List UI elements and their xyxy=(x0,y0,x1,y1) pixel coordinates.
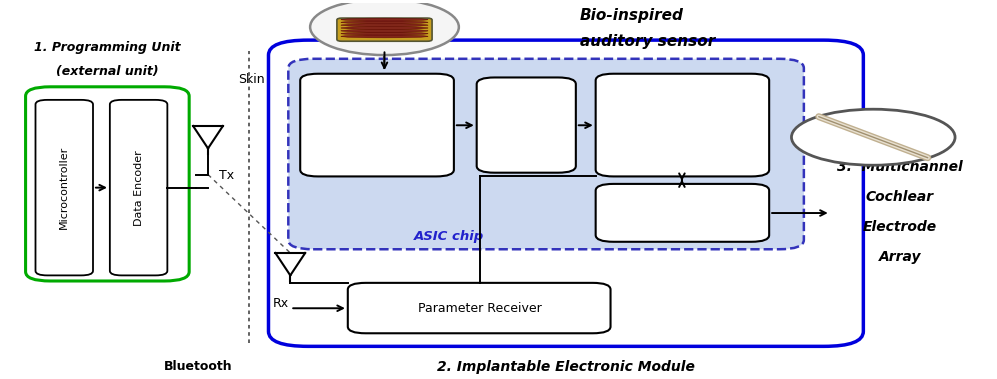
Ellipse shape xyxy=(341,27,428,30)
Ellipse shape xyxy=(792,109,955,165)
Text: Current
Stimulator: Current Stimulator xyxy=(649,199,715,227)
Ellipse shape xyxy=(341,35,428,38)
Text: 1. Programming Unit: 1. Programming Unit xyxy=(34,41,180,54)
Text: (external unit): (external unit) xyxy=(56,65,159,78)
Text: External
ADC: External ADC xyxy=(500,111,552,139)
Ellipse shape xyxy=(341,21,428,24)
Text: 3.  Multichannel: 3. Multichannel xyxy=(837,160,963,174)
Text: Skin: Skin xyxy=(237,73,264,86)
Text: Amplifier Array
Module: Amplifier Array Module xyxy=(331,111,425,139)
Text: Electrode: Electrode xyxy=(863,220,937,234)
FancyBboxPatch shape xyxy=(595,184,769,242)
Text: Bio-inspired: Bio-inspired xyxy=(580,8,684,23)
Ellipse shape xyxy=(341,29,428,32)
FancyBboxPatch shape xyxy=(288,59,804,249)
Text: Cochlear: Cochlear xyxy=(866,190,934,204)
Text: Digital  Signal
Controller: Digital Signal Controller xyxy=(638,111,726,139)
Text: Bluetooth: Bluetooth xyxy=(164,360,232,373)
Ellipse shape xyxy=(341,18,428,21)
FancyBboxPatch shape xyxy=(595,74,769,177)
FancyBboxPatch shape xyxy=(337,18,432,41)
Text: ASIC chip: ASIC chip xyxy=(414,230,485,243)
Text: auditory sensor: auditory sensor xyxy=(580,34,715,50)
FancyBboxPatch shape xyxy=(110,100,167,276)
Text: Tx: Tx xyxy=(219,169,234,182)
Ellipse shape xyxy=(341,24,428,27)
FancyBboxPatch shape xyxy=(477,77,576,173)
Ellipse shape xyxy=(341,32,428,35)
Text: Parameter Receiver: Parameter Receiver xyxy=(418,302,541,315)
FancyBboxPatch shape xyxy=(300,74,454,177)
Circle shape xyxy=(310,0,459,55)
FancyBboxPatch shape xyxy=(26,87,189,281)
Text: Microcontroller: Microcontroller xyxy=(59,146,69,229)
Text: Rx: Rx xyxy=(272,297,288,310)
FancyBboxPatch shape xyxy=(348,283,610,333)
FancyBboxPatch shape xyxy=(36,100,93,276)
FancyBboxPatch shape xyxy=(268,40,863,346)
Text: 2. Implantable Electronic Module: 2. Implantable Electronic Module xyxy=(437,360,695,374)
Text: Data Encoder: Data Encoder xyxy=(134,150,144,226)
Text: Array: Array xyxy=(878,250,921,264)
